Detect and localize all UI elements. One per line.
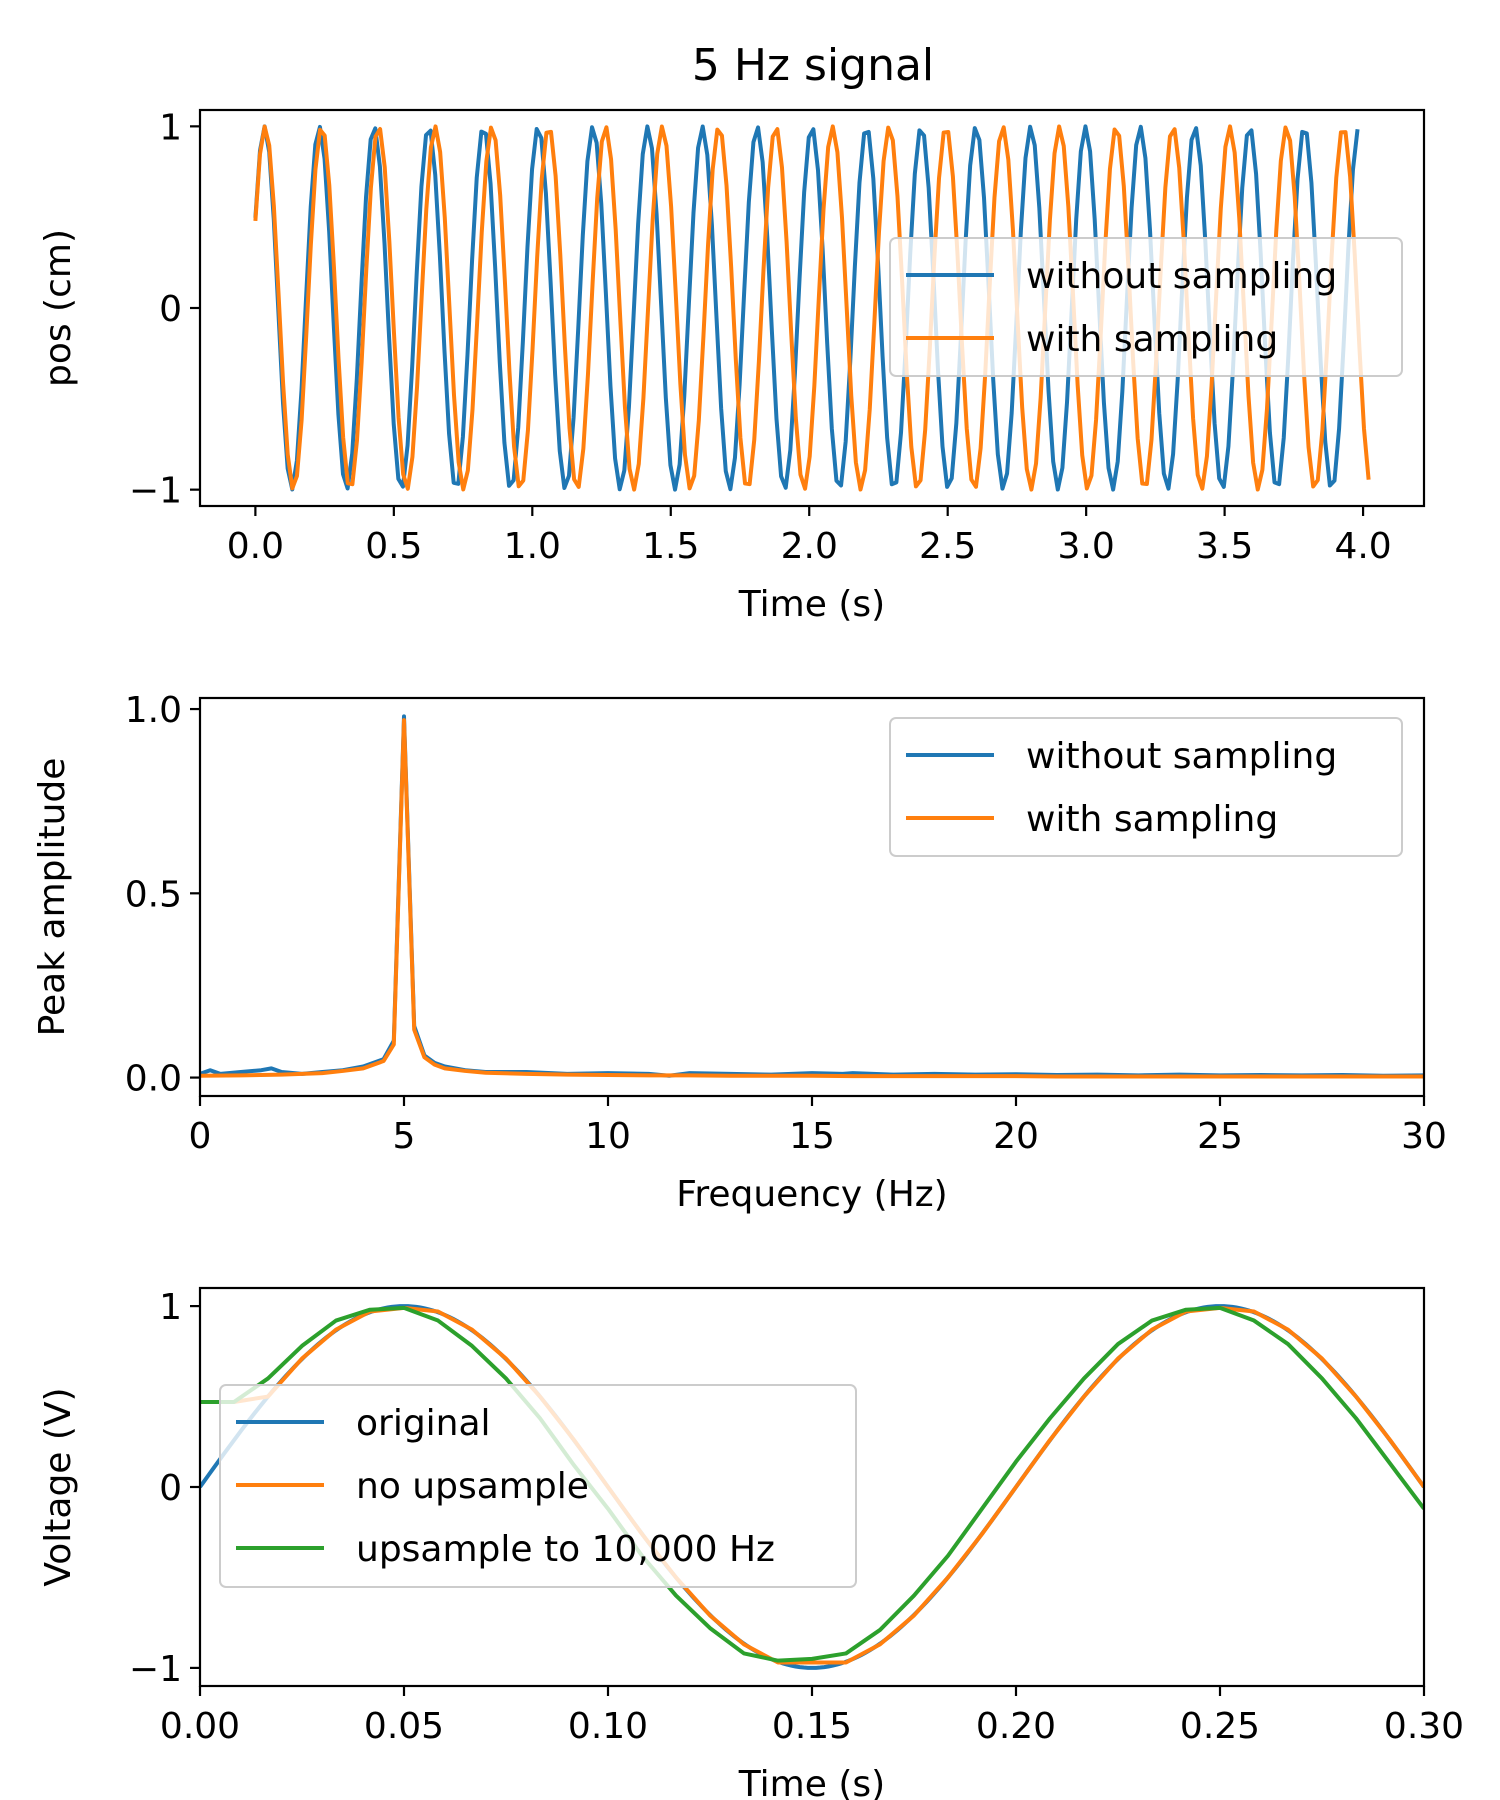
x-tick-label: 10 [585, 1116, 631, 1157]
x-tick-label: 5 [393, 1116, 416, 1157]
x-tick-label: 1.5 [642, 526, 699, 567]
figure-title: 5 Hz signal [692, 40, 934, 91]
y-tick-label: 0.0 [125, 1059, 182, 1100]
series-line-1 [253, 124, 1360, 492]
legend-label: without sampling [1026, 256, 1337, 297]
legend-label: with sampling [1026, 319, 1278, 360]
y-tick-label: 0.5 [125, 874, 182, 915]
x-tick-label: 0.05 [364, 1706, 444, 1747]
x-tick-label: 0.0 [227, 526, 284, 567]
legend-box [219, 1384, 857, 1588]
x-axis-label: Time (s) [738, 584, 885, 625]
x-tick-label: 2.5 [919, 526, 976, 567]
legend-label: no upsample [356, 1466, 589, 1507]
x-tick-label: 0.10 [568, 1706, 648, 1747]
y-tick-label: −1 [129, 1649, 182, 1690]
series-line-2 [200, 718, 1424, 1079]
y-axis-label: Peak amplitude [32, 758, 73, 1037]
legend: without sampling with sampling [889, 237, 1403, 377]
legend-box [889, 237, 1403, 377]
series-line-2 [253, 124, 1371, 492]
chart-panel-1: 0.0 0.5 1.0 1.5 2.0 2.5 3.0 3.5 4.0 −1 0 1 Time (s) p… [38, 107, 1426, 625]
y-tick-label: 0 [159, 289, 182, 330]
y-tick-label: 1 [159, 107, 182, 148]
x-tick-label: 0.25 [1180, 1706, 1260, 1747]
x-tick-label: 0.15 [772, 1706, 852, 1747]
x-tick-label: 20 [993, 1116, 1039, 1157]
x-tick-label: 3.5 [1196, 526, 1253, 567]
x-tick-label: 30 [1401, 1116, 1447, 1157]
legend-label: original [356, 1403, 491, 1444]
x-tick-label: 2.0 [781, 526, 838, 567]
legend-label: with sampling [1026, 799, 1278, 840]
y-tick-label: 1.0 [125, 690, 182, 731]
legend-box [889, 717, 1403, 857]
y-axis-label: pos (cm) [38, 229, 79, 387]
y-axis-label: Voltage (V) [38, 1387, 79, 1586]
series-group [253, 124, 1371, 492]
x-tick-label: 25 [1197, 1116, 1243, 1157]
x-tick-label: 15 [789, 1116, 835, 1157]
x-axis-label: Frequency (Hz) [676, 1174, 947, 1215]
x-tick-label: 1.0 [504, 526, 561, 567]
series-group [200, 1304, 1424, 1670]
x-tick-label: 0 [189, 1116, 212, 1157]
x-axis-label: Time (s) [738, 1764, 885, 1800]
x-tick-label: 4.0 [1334, 526, 1391, 567]
x-tick-label: 0.00 [160, 1706, 240, 1747]
x-tick-label: 0.5 [365, 526, 422, 567]
legend-label: without sampling [1026, 736, 1337, 777]
x-tick-label: 0.30 [1384, 1706, 1464, 1747]
chart-panel-3: 0.00 0.05 0.10 0.15 0.20 0.25 0.30 −1 0 1 Time (s)… [38, 1286, 1464, 1800]
y-tick-label: 1 [159, 1287, 182, 1328]
series-group [200, 714, 1424, 1079]
chart-panel-2: 0 5 10 15 20 25 30 0.0 0.5 1.0 Frequency (Hz) Peak … [32, 690, 1447, 1215]
series-line-3 [200, 1305, 1424, 1663]
y-tick-label: 0 [159, 1468, 182, 1509]
y-tick-label: −1 [129, 471, 182, 512]
x-tick-label: 0.20 [976, 1706, 1056, 1747]
legend: without sampling with sampling [889, 717, 1403, 857]
legend-label: upsample to 10,000 Hz [356, 1529, 775, 1570]
legend: original no upsample upsample to 10,000 Hz [219, 1384, 857, 1588]
x-tick-label: 3.0 [1058, 526, 1115, 567]
